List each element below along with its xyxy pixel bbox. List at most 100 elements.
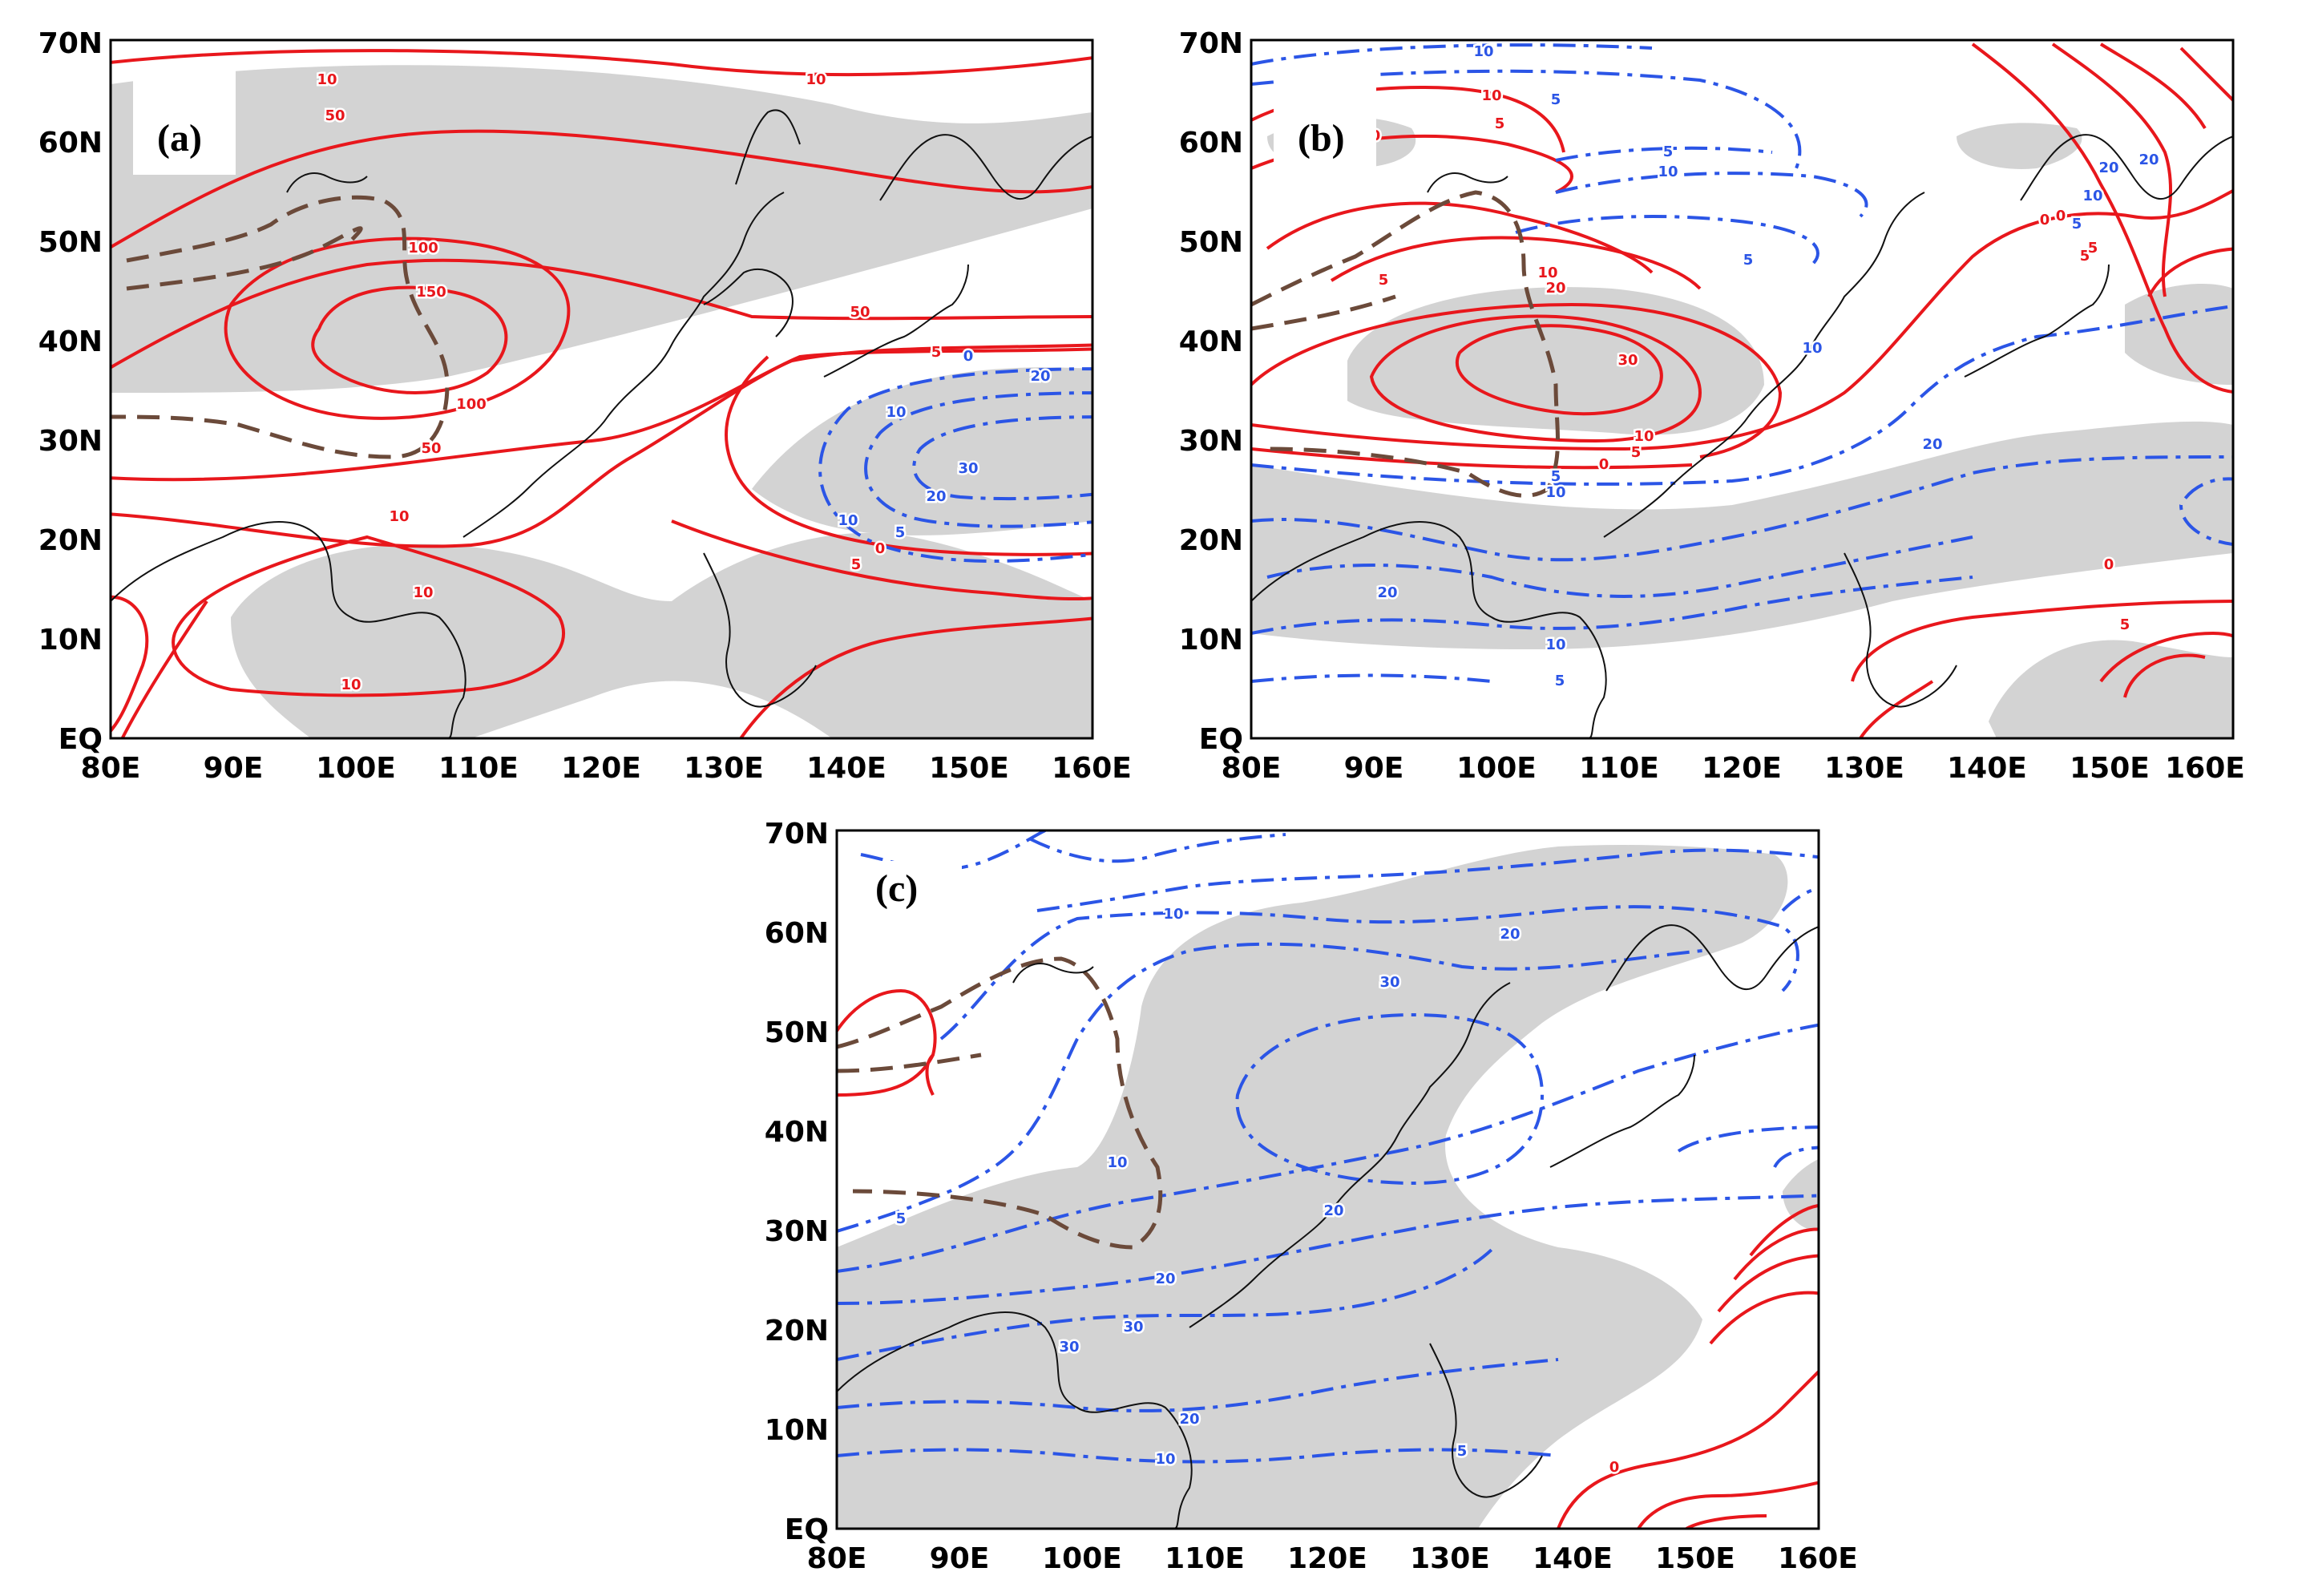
contour-positive [2099, 631, 2233, 683]
contour-negative [1235, 1012, 1545, 1186]
panel-a: 10 10 50 100 150 100 50 10 10 10 50 5 0 … [38, 27, 1132, 785]
contour-negative [1773, 1145, 1819, 1169]
contour-label: 10 [413, 584, 433, 601]
contour-label: 0 [1609, 1459, 1620, 1476]
lat-tick: EQ [59, 723, 103, 756]
panel-c: 10 20 30 5 10 20 20 30 30 20 10 5 0 (c) … [765, 818, 1858, 1575]
contour-positive [111, 595, 149, 734]
contour-label: 5 [1457, 1443, 1468, 1460]
contour-label: 5 [895, 524, 906, 541]
contour-label: 20 [1323, 1202, 1343, 1219]
lon-tick: 90E [930, 1542, 990, 1575]
contour-positive [120, 600, 208, 738]
panel-label: (b) [1298, 117, 1345, 160]
contour-label: 5 [1551, 468, 1561, 485]
contour-label: 10 [1481, 87, 1501, 104]
significance-shading [1347, 287, 1764, 435]
lon-tick: 100E [316, 752, 396, 785]
contour-label: 20 [2138, 152, 2159, 168]
lat-tick: EQ [1199, 723, 1243, 756]
lat-tick: 20N [765, 1315, 829, 1348]
coastline [823, 264, 969, 378]
contour-label: 10 [1537, 265, 1557, 281]
coastline [735, 109, 801, 185]
contour-negative [1251, 455, 2233, 562]
tibetan-plateau-contour [111, 195, 450, 459]
contour-label: 50 [325, 107, 345, 124]
contour-negative [1555, 146, 1773, 162]
lon-tick: 130E [1410, 1542, 1490, 1575]
contour-label: 10 [886, 404, 906, 421]
contour-label: 10 [1802, 340, 1822, 357]
panel-label: (a) [157, 117, 202, 160]
lon-tick: 90E [1344, 752, 1404, 785]
contour-label: 20 [1545, 280, 1565, 297]
lat-tick: 70N [765, 818, 829, 851]
lon-tick: 110E [438, 752, 519, 785]
lat-tick: 10N [765, 1414, 829, 1447]
contour-positive [111, 49, 1092, 77]
lat-tick: EQ [785, 1513, 829, 1546]
contour-label: 50 [850, 304, 870, 321]
significance-shading [837, 845, 1788, 1529]
significance-shading [1957, 123, 2082, 169]
contour-positive [2179, 46, 2233, 103]
contour-positive [172, 535, 565, 697]
contour-label: 0 [2056, 208, 2066, 224]
contour-label: 10 [1473, 43, 1493, 60]
significance-shading [2125, 284, 2233, 385]
coastline [837, 1311, 1193, 1529]
tibetan-plateau-contour [1251, 294, 1396, 331]
panel-label: (c) [875, 867, 918, 910]
lon-tick: 160E [2165, 752, 2245, 785]
contour-label: 10 [389, 508, 409, 525]
contour-negative [1677, 1125, 1819, 1153]
lat-tick: 50N [1179, 226, 1243, 259]
contour-label: 5 [851, 556, 862, 573]
contour-negative [1266, 535, 1973, 598]
contour-label: 5 [1379, 272, 1389, 289]
lon-tick: 80E [1222, 752, 1282, 785]
contour-negative [1781, 886, 1819, 912]
contour-label: 0 [875, 540, 886, 557]
lon-axis: 80E 90E 100E 110E 120E 130E 140E 150E 16… [807, 1542, 1858, 1575]
contour-positive [111, 347, 1092, 548]
lat-axis: EQ 10N 20N 30N 40N 50N 60N 70N [38, 27, 103, 756]
contour-negative [1036, 848, 1819, 912]
contour-positive [1971, 42, 2233, 394]
contour-label: 0 [2040, 212, 2050, 228]
map-frame [109, 38, 1094, 740]
contour-positive [1369, 314, 1702, 443]
lon-tick: 140E [1947, 752, 2027, 785]
tibetan-plateau-contour [126, 226, 363, 291]
tibetan-plateau-contour [837, 956, 1163, 1250]
contour-positive [1266, 201, 1654, 274]
contour-label: 20 [1179, 1411, 1199, 1428]
coastline [2020, 134, 2233, 201]
coastline [1964, 264, 2110, 378]
contour-positive [2123, 653, 2206, 698]
contour-label: 5 [2120, 616, 2130, 633]
contour-positive [1851, 600, 2233, 682]
contour-negative [837, 942, 1703, 1233]
contour-label: 5 [1495, 115, 1505, 132]
contour-negative [1251, 576, 1973, 635]
lat-tick: 60N [38, 127, 103, 160]
coastline [462, 192, 785, 538]
lon-axis: 80E 90E 100E 110E 120E 130E 140E 150E 16… [81, 752, 1132, 785]
contour-label: 5 [931, 344, 942, 361]
lon-tick: 150E [1655, 1542, 1735, 1575]
coastline [1427, 172, 1508, 193]
contour-positive [1637, 1481, 1819, 1529]
contour-label: 5 [1555, 673, 1565, 689]
contour-label: 10 [1107, 1154, 1127, 1171]
lon-tick: 80E [81, 752, 141, 785]
contour-positive [837, 988, 937, 1097]
contour-positive [1330, 236, 1702, 290]
contour-label: 150 [416, 284, 446, 301]
lon-tick: 80E [807, 1542, 867, 1575]
contour-label: 30 [958, 460, 978, 477]
lat-tick: 30N [38, 425, 103, 458]
contour-label: 20 [1030, 368, 1050, 385]
contour-positive [1859, 680, 1934, 738]
